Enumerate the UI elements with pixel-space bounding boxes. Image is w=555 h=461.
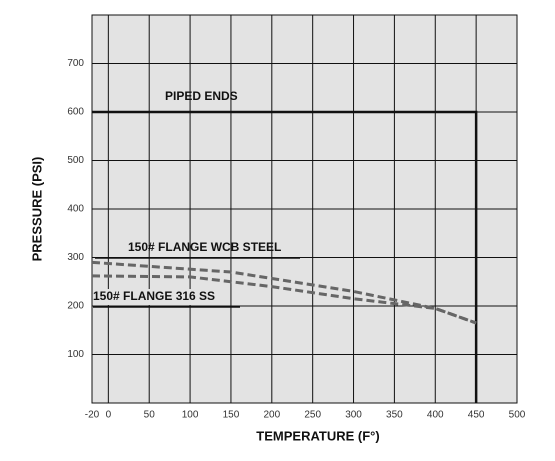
- series-line: [91, 274, 477, 325]
- y-tick-label: 700: [67, 58, 84, 69]
- y-tick-label: 300: [67, 252, 84, 263]
- y-tick-label: 200: [67, 301, 84, 312]
- x-tick-label: 400: [427, 410, 444, 421]
- series-line: [91, 260, 477, 325]
- label-background: [93, 289, 225, 305]
- series-label: 150# FLANGE WCB STEEL: [128, 240, 281, 254]
- x-tick-label: 350: [386, 410, 403, 421]
- x-tick-label: 500: [509, 410, 526, 421]
- y-tick-label: 600: [67, 107, 84, 118]
- x-tick-label: 50: [144, 410, 156, 421]
- series-label: PIPED ENDS: [165, 89, 238, 103]
- y-tick-label: 400: [67, 204, 84, 215]
- y-tick-label: 500: [67, 155, 84, 166]
- x-tick-label: 450: [468, 410, 485, 421]
- x-tick-label: 300: [345, 410, 362, 421]
- y-tick-label: 100: [67, 349, 84, 360]
- y-axis-label: PRESSURE (PSI): [29, 157, 44, 262]
- series-line: [92, 110, 478, 403]
- x-tick-label: 0: [106, 410, 112, 421]
- x-axis-label: TEMPERATURE (F°): [256, 428, 379, 443]
- x-tick-label: 200: [263, 410, 280, 421]
- x-tick-label: 250: [304, 410, 321, 421]
- x-tick-label: 100: [182, 410, 199, 421]
- series-label: 150# FLANGE 316 SS: [93, 289, 215, 303]
- x-tick-label: -20: [85, 410, 100, 421]
- x-tick-label: 150: [223, 410, 240, 421]
- plot-frame: [91, 14, 518, 404]
